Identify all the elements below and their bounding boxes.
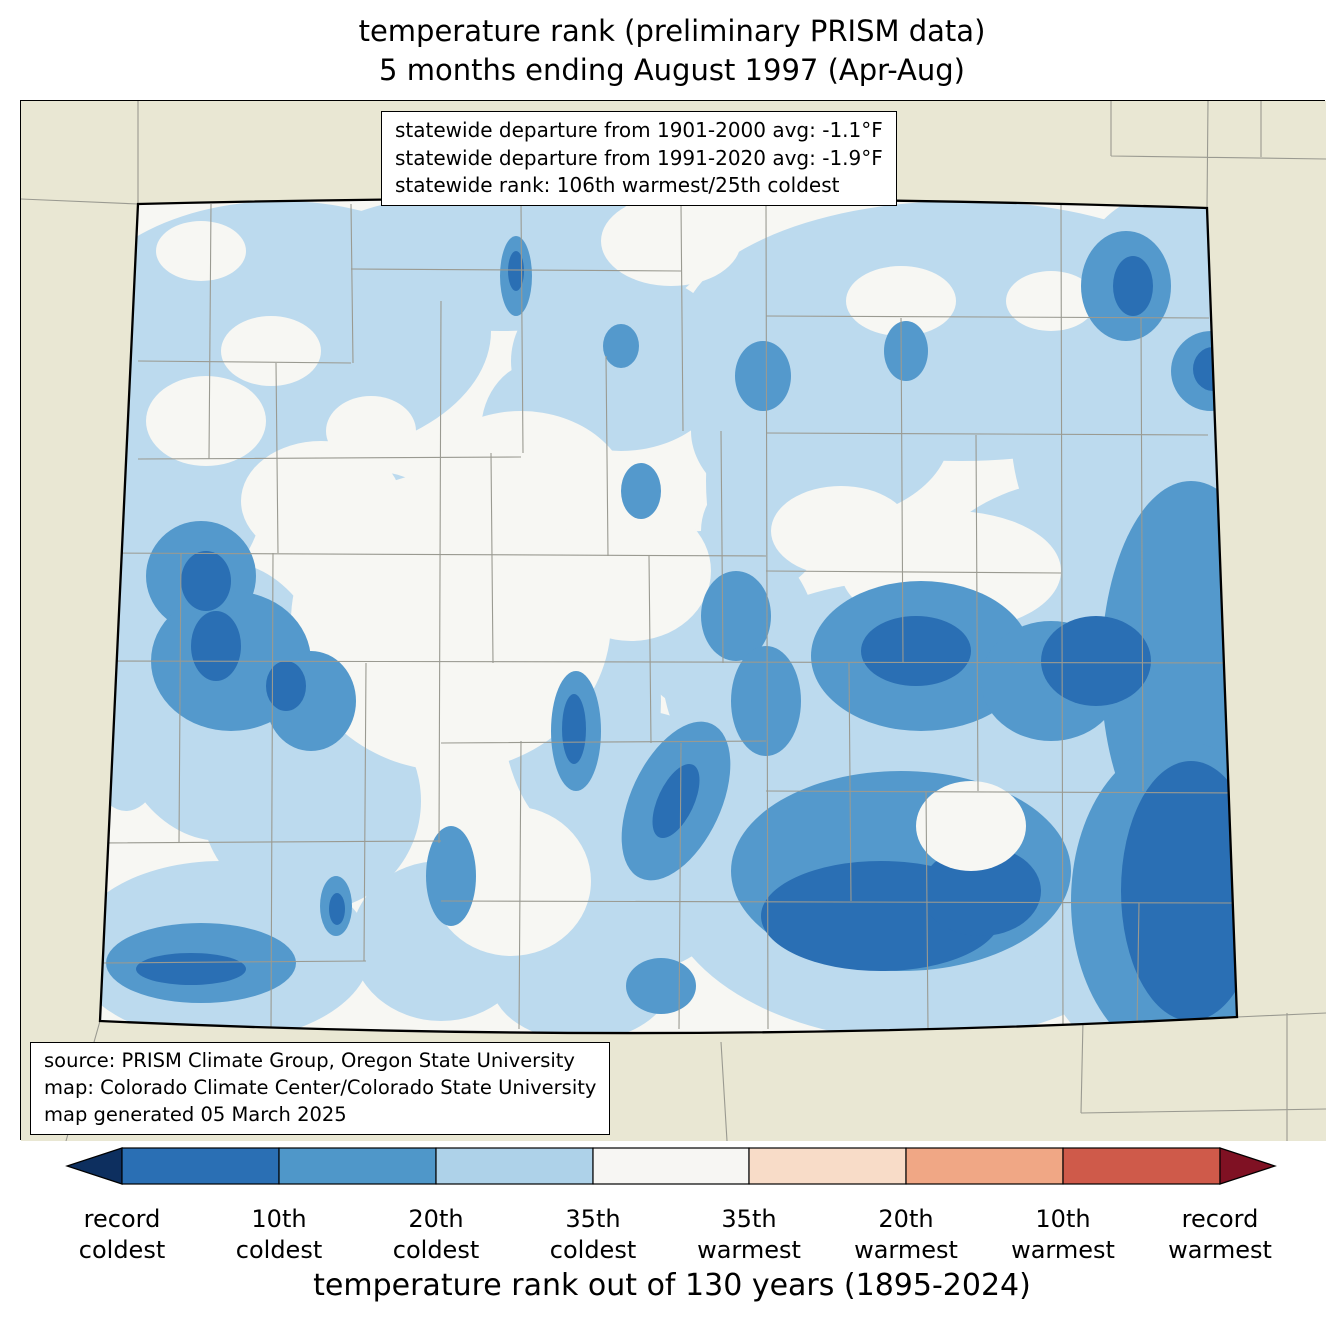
colorbar-right-arrow <box>1219 1147 1277 1185</box>
colorbar-left-arrow <box>65 1147 123 1185</box>
colorbar <box>65 1146 1277 1186</box>
neighboring-state-lines <box>21 101 1326 1141</box>
stats-line-2: statewide departure from 1991-2020 avg: … <box>395 145 883 170</box>
colorbar-segment-3 <box>435 1147 594 1185</box>
colorbar-segment-5 <box>748 1147 907 1185</box>
source-attribution-box: source: PRISM Climate Group, Oregon Stat… <box>30 1042 611 1135</box>
rank-blobs-white-near-normal <box>146 198 1096 956</box>
colorbar-label-20th-coldest: 20th coldest <box>392 1205 480 1264</box>
county-boundaries <box>100 203 1237 1030</box>
colorbar-svg <box>65 1147 1277 1185</box>
colorbar-label-record-warmest: record warmest <box>1168 1205 1272 1264</box>
rank-blob-white-inlier <box>916 781 1026 871</box>
stats-line-1: statewide departure from 1901-2000 avg: … <box>395 118 883 142</box>
colorbar-label-35th-warmest: 35th warmest <box>697 1205 801 1264</box>
colorbar-segment-1 <box>121 1147 280 1185</box>
title-line-1: temperature rank (preliminary PRISM data… <box>358 14 986 48</box>
stats-line-3: statewide rank: 106th warmest/25th colde… <box>395 173 840 198</box>
state-fill-layers <box>100 198 1237 1034</box>
colorbar-label-20th-warmest: 20th warmest <box>854 1205 958 1264</box>
colorbar-label-35th-coldest: 35th coldest <box>549 1205 637 1264</box>
page-title: temperature rank (preliminary PRISM data… <box>0 12 1344 90</box>
map-frame <box>20 100 1326 1141</box>
source-line-1: source: PRISM Climate Group, Oregon Stat… <box>44 1049 575 1072</box>
statewide-stats-box: statewide departure from 1901-2000 avg: … <box>381 111 897 206</box>
colorbar-segment-4 <box>592 1147 750 1185</box>
colorbar-segment-6 <box>905 1147 1064 1185</box>
colorbar-label-10th-coldest: 10th coldest <box>235 1205 323 1264</box>
colorbar-segment-2 <box>278 1147 437 1185</box>
colorbar-segment-7 <box>1062 1147 1221 1185</box>
rank-blobs-dark-2-10-coldest <box>136 251 1237 1021</box>
colorado-map-svg <box>21 101 1326 1141</box>
colorbar-label-record-coldest: record coldest <box>78 1205 166 1264</box>
title-line-2: 5 months ending August 1997 (Apr-Aug) <box>379 53 965 88</box>
colorbar-label-10th-warmest: 10th warmest <box>1011 1205 1115 1264</box>
source-line-2: map: Colorado Climate Center/Colorado St… <box>44 1075 597 1099</box>
colorbar-caption: temperature rank out of 130 years (1895-… <box>313 1268 1031 1303</box>
source-line-3: map generated 05 March 2025 <box>44 1102 347 1126</box>
